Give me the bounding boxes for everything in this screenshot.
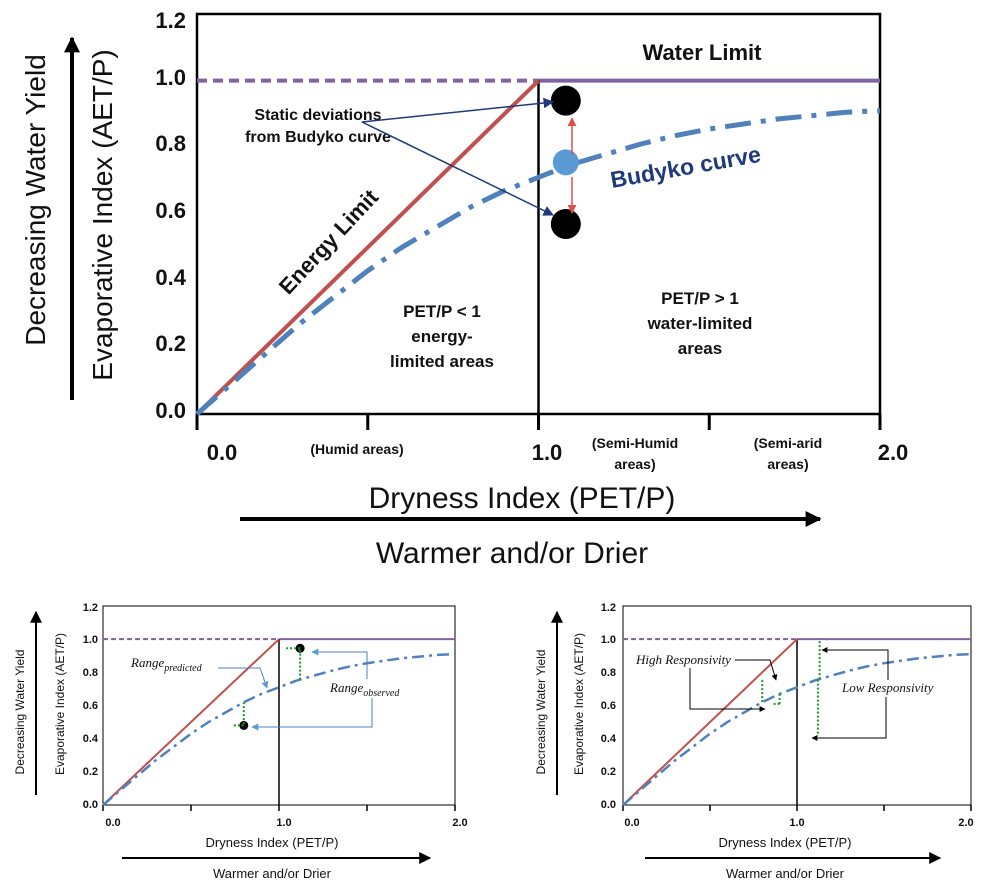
main-static-arrow-upper	[361, 97, 555, 123]
bl-range-observed: Rangeobserved	[329, 680, 400, 699]
main-water-region-3: areas	[678, 339, 722, 358]
main-ytick-6: 1.2	[155, 8, 186, 33]
br-xtick-0: 0.0	[624, 817, 639, 829]
bl-xtick-0: 0.0	[105, 817, 120, 829]
main-energy-limit-line	[195, 79, 540, 416]
br-xtick-2: 2.0	[958, 817, 973, 829]
main-energy-region-1: PET/P < 1	[403, 302, 481, 321]
br-high-arrow-2	[689, 668, 766, 712]
br-bottom-arrow-label: Warmer and/or Drier	[726, 866, 845, 881]
bl-energy-limit-line	[102, 638, 280, 806]
main-ytick-4: 0.8	[155, 131, 186, 156]
main-xtick-0: 0.0	[207, 440, 238, 465]
br-outer-ylabel: Decreasing Water Yield	[534, 650, 548, 775]
bl-xtick-1: 1.0	[276, 817, 291, 829]
bl-range-observed-sub: observed	[363, 688, 400, 699]
br-xtick-1: 1.0	[789, 817, 804, 829]
bl-xtick-2: 2.0	[452, 817, 467, 829]
main-ytick-5: 1.0	[155, 65, 186, 90]
main-point-2	[552, 149, 579, 176]
bl-ylabel: Evaporative Index (AET/P)	[53, 633, 67, 775]
bl-range-predicted-base: Range	[130, 655, 164, 670]
bottom-left-chart: 0.0 0.2 0.4 0.6 0.8 1.0 1.2 0.0 1.0 2.0 …	[13, 602, 468, 881]
br-ytick-3: 0.6	[601, 700, 616, 712]
bl-xlabel: Dryness Index (PET/P)	[206, 835, 339, 850]
main-outer-ylabel: Decreasing Water Yield	[20, 54, 51, 346]
bottom-right-chart: 0.0 0.2 0.4 0.6 0.8 1.0 1.2 0.0 1.0 2.0 …	[534, 602, 974, 881]
br-xlabel: Dryness Index (PET/P)	[719, 835, 852, 850]
br-ytick-6: 1.2	[601, 602, 616, 614]
br-ytick-1: 0.2	[601, 766, 616, 778]
main-static-arrow-lower	[361, 121, 554, 216]
bl-observed-arrow-lower	[251, 698, 373, 731]
bl-predicted-arrow	[218, 667, 269, 689]
main-energy-region-3: limited areas	[390, 352, 494, 371]
bl-ytick-4: 0.8	[83, 667, 98, 679]
main-region-semihumid-1: (Semi-Humid	[592, 435, 678, 451]
main-static-dev-1: Static deviations	[254, 107, 381, 124]
br-low-responsivity: Low Responsivity	[841, 680, 934, 695]
bl-outer-ylabel: Decreasing Water Yield	[13, 650, 27, 775]
main-xlabel: Dryness Index (PET/P)	[369, 482, 676, 515]
main-ytick-2: 0.4	[155, 265, 186, 290]
main-region-semiarid-1: (Semi-arid	[754, 435, 822, 451]
br-energy-limit-line	[622, 638, 798, 806]
bl-range-predicted-sub: predicted	[163, 663, 202, 674]
br-ytick-4: 0.8	[601, 667, 616, 679]
main-water-region-2: water-limited	[647, 314, 753, 333]
main-bottom-arrow-label: Warmer and/or Drier	[376, 537, 648, 570]
br-high-arrow-1	[735, 659, 778, 681]
main-point-1	[550, 209, 581, 239]
main-energy-region-2: energy-	[411, 327, 472, 346]
bl-ytick-3: 0.6	[83, 700, 98, 712]
main-chart: 0.0 0.2 0.4 0.6 0.8 1.0 1.2 0.0 1.0 2.0 …	[20, 8, 908, 570]
bl-bottom-arrow-label: Warmer and/or Drier	[213, 866, 332, 881]
bl-ytick-6: 1.2	[83, 602, 98, 614]
bl-ytick-1: 0.2	[83, 766, 98, 778]
br-low-arrow-2	[811, 697, 887, 741]
main-region-semiarid-2: areas)	[767, 456, 808, 472]
br-ylabel: Evaporative Index (AET/P)	[572, 633, 586, 775]
bl-budyko-curve	[102, 652, 456, 806]
main-point-0	[550, 85, 581, 116]
br-budyko-curve	[622, 652, 972, 806]
bl-ytick-2: 0.4	[83, 733, 99, 745]
main-ylabel: Evaporative Index (AET/P)	[87, 49, 118, 380]
main-ytick-3: 0.6	[155, 198, 186, 223]
main-water-limit-label: Water Limit	[643, 40, 763, 65]
bl-ytick-5: 1.0	[83, 634, 98, 646]
main-budyko-curve	[195, 108, 881, 416]
br-ytick-0: 0.0	[601, 799, 616, 811]
bl-range-observed-base: Range	[329, 680, 363, 695]
bl-range-predicted: Rangepredicted	[130, 655, 203, 674]
main-region-semihumid-2: areas)	[614, 456, 655, 472]
main-ytick-1: 0.2	[155, 331, 186, 356]
main-xtick-1: 1.0	[532, 440, 563, 465]
br-ytick-2: 0.4	[601, 733, 617, 745]
main-static-dev-2: from Budyko curve	[245, 129, 391, 146]
bl-ytick-0: 0.0	[83, 799, 98, 811]
main-ytick-0: 0.0	[155, 398, 186, 423]
main-xtick-2: 2.0	[878, 440, 909, 465]
br-high-responsivity: High Responsivity	[635, 652, 731, 667]
bl-observed-arrow-upper	[311, 648, 368, 679]
main-region-humid: (Humid areas)	[310, 441, 403, 457]
br-ytick-5: 1.0	[601, 634, 616, 646]
br-low-arrow-1	[821, 647, 889, 680]
main-water-region-1: PET/P > 1	[661, 289, 739, 308]
main-energy-limit-label: Energy Limit	[274, 184, 384, 299]
